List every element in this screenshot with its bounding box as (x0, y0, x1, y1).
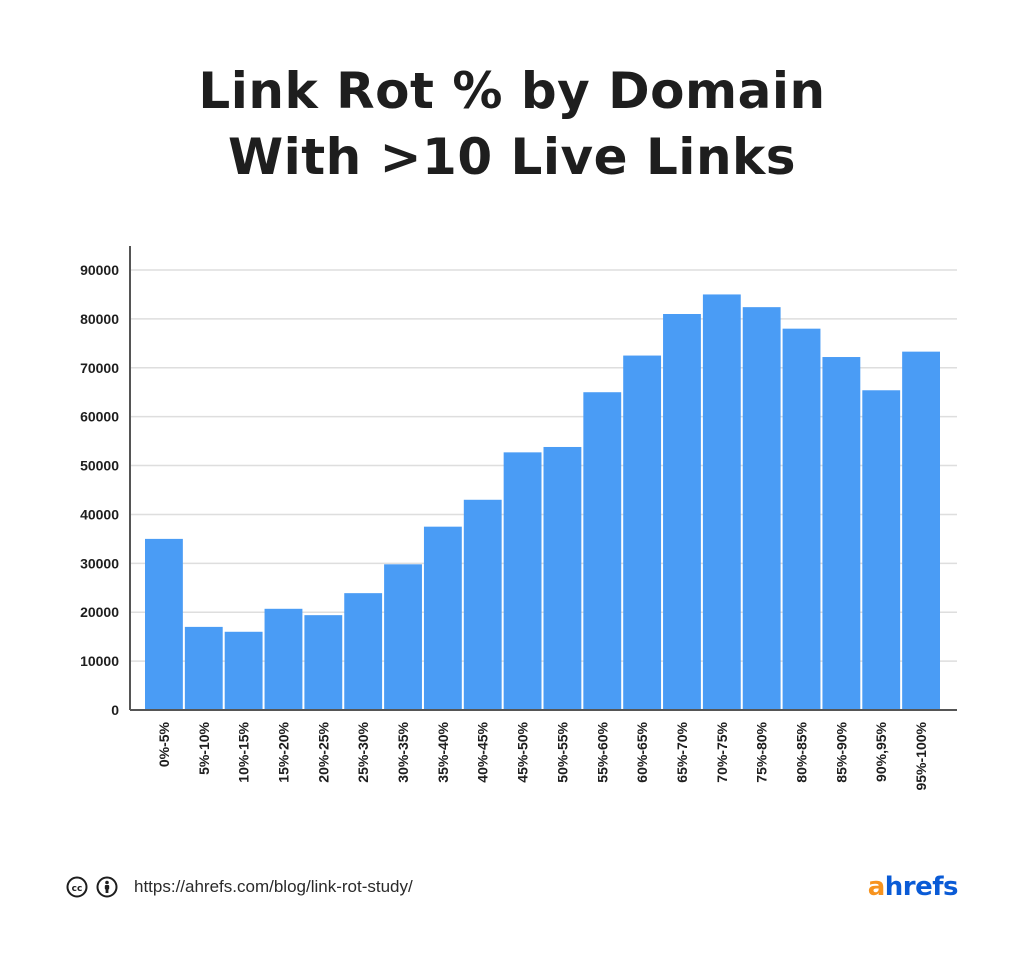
x-tick-label: 65%-70% (674, 721, 690, 782)
bar (264, 608, 303, 710)
x-tick-label: 95%-100% (913, 721, 929, 790)
chart-title-line-1: Link Rot % by Domain (198, 62, 826, 120)
attribution-icon (96, 876, 118, 898)
bar (543, 446, 582, 710)
y-tick-label: 40000 (80, 506, 119, 522)
bar (663, 314, 701, 710)
bar (702, 294, 741, 710)
bar (184, 626, 223, 710)
x-tick-label: 35%-40% (435, 721, 451, 782)
y-tick-label: 50000 (80, 458, 119, 474)
bar (623, 355, 662, 710)
x-tick-label: 45%-50% (515, 721, 531, 782)
x-tick-label: 55%-60% (594, 721, 610, 782)
bar (822, 357, 861, 710)
x-tick-label: 15%-20% (275, 721, 291, 782)
x-tick-label: 0%-5% (156, 721, 172, 767)
x-axis-ticks: 0%-5% 5%-10% 10%-15% 15%-20% 20%-25% 25%-30% 3… (156, 721, 929, 790)
x-tick-label: 75%-80% (754, 721, 770, 782)
x-tick-label: 20%-25% (315, 721, 331, 782)
bar (145, 538, 183, 710)
bar (344, 593, 383, 710)
bar (742, 307, 781, 710)
y-tick-label: 80000 (80, 311, 119, 327)
svg-text:cc: cc (72, 884, 83, 894)
y-tick-label: 70000 (80, 360, 119, 376)
x-tick-label: 90%,95% (873, 721, 889, 781)
bar (463, 499, 502, 710)
bar (224, 631, 263, 710)
x-tick-label: 70%-75% (714, 721, 730, 782)
y-tick-label: 20000 (80, 604, 119, 620)
bar (304, 615, 343, 710)
y-tick-label: 90000 (80, 262, 119, 278)
y-tick-label: 30000 (80, 555, 119, 571)
x-tick-label: 30%-35% (395, 721, 411, 782)
x-tick-label: 50%-55% (554, 721, 570, 782)
x-tick-label: 80%-85% (794, 721, 810, 782)
ahrefs-logo: ahrefs (867, 872, 959, 902)
bar (862, 390, 901, 710)
y-tick-label: 0 (111, 702, 119, 718)
y-tick-label: 60000 (80, 409, 119, 425)
footer: cc https://ahrefs.com/blog/link-rot-stud… (66, 876, 413, 898)
creative-commons-icon: cc (66, 876, 88, 898)
x-tick-label: 60%-65% (634, 721, 650, 782)
source-url[interactable]: https://ahrefs.com/blog/link-rot-study/ (134, 877, 413, 896)
x-tick-label: 10%-15% (236, 721, 252, 782)
bar (384, 564, 422, 710)
bar (902, 351, 940, 710)
bar (782, 328, 821, 710)
x-tick-label: 40%-45% (475, 721, 491, 782)
chart-title: Link Rot % by Domain With >10 Live Links (0, 58, 1024, 190)
x-tick-label: 5%-10% (196, 721, 212, 774)
bar (423, 526, 462, 710)
y-tick-label: 10000 (80, 653, 119, 669)
x-tick-label: 85%-90% (833, 721, 849, 782)
chart-title-line-2: With >10 Live Links (227, 128, 797, 186)
bar (503, 452, 542, 710)
x-tick-label: 25%-30% (355, 721, 371, 782)
bar (583, 392, 622, 710)
y-axis-ticks: 0 10000 20000 30000 40000 50000 60000 70000 8000… (80, 262, 119, 718)
bars (145, 294, 940, 710)
